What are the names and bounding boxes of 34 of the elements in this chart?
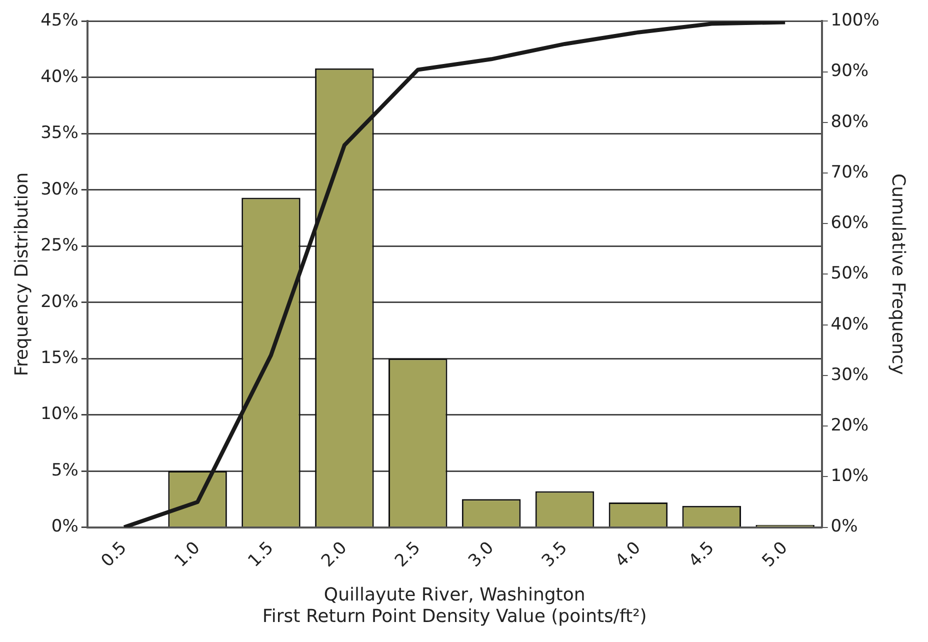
y-tick-label: 15%: [40, 348, 78, 368]
x-tick-label: 4.5: [685, 538, 718, 572]
y2-tick-label: 70%: [830, 162, 869, 182]
y2-tick-label: 0%: [830, 516, 858, 537]
y-tick-label: 45%: [40, 10, 78, 31]
y-tick-label: 30%: [40, 179, 78, 200]
y-tick-label: 25%: [40, 236, 78, 256]
y2-tick-label: 10%: [830, 466, 869, 486]
x-axis-title: Quillayute River, Washington First Return Point Density Value (points/ft²): [262, 584, 647, 627]
y-axis-title: Frequency Distribution: [11, 172, 32, 376]
x-tick-label: 4.0: [612, 538, 645, 572]
y2-tick-label: 90%: [830, 61, 869, 82]
x-tick-label: 3.0: [464, 538, 498, 572]
x-tick-label: 3.5: [538, 538, 572, 572]
y2-tick-label: 40%: [830, 314, 869, 334]
x-tick-label: 2.0: [318, 538, 352, 572]
y-tick-label: 35%: [40, 123, 78, 144]
y2-tick-label: 20%: [830, 415, 869, 436]
y2-tick-label: 50%: [830, 264, 869, 284]
y-tick-label: 40%: [40, 66, 78, 87]
y2-tick-label: 60%: [830, 213, 869, 234]
y-tick-label: 0%: [51, 516, 78, 537]
x-tick-label: 0.5: [98, 538, 131, 572]
y2-tick-label: 80%: [830, 112, 869, 132]
y-tick-label: 20%: [40, 292, 78, 312]
y2-axis-title: Cumulative Frequency: [888, 174, 909, 376]
y-tick-label: 10%: [40, 404, 78, 424]
y-tick-label: 5%: [51, 460, 78, 480]
y2-tick-label: 30%: [830, 364, 869, 385]
x-tick-label: 5.0: [758, 538, 792, 572]
x-tick-label: 2.5: [391, 538, 425, 572]
x-tick-label: 1.5: [244, 538, 278, 572]
x-tick-label: 1.0: [170, 538, 204, 572]
y2-tick-label: 100%: [830, 10, 880, 31]
